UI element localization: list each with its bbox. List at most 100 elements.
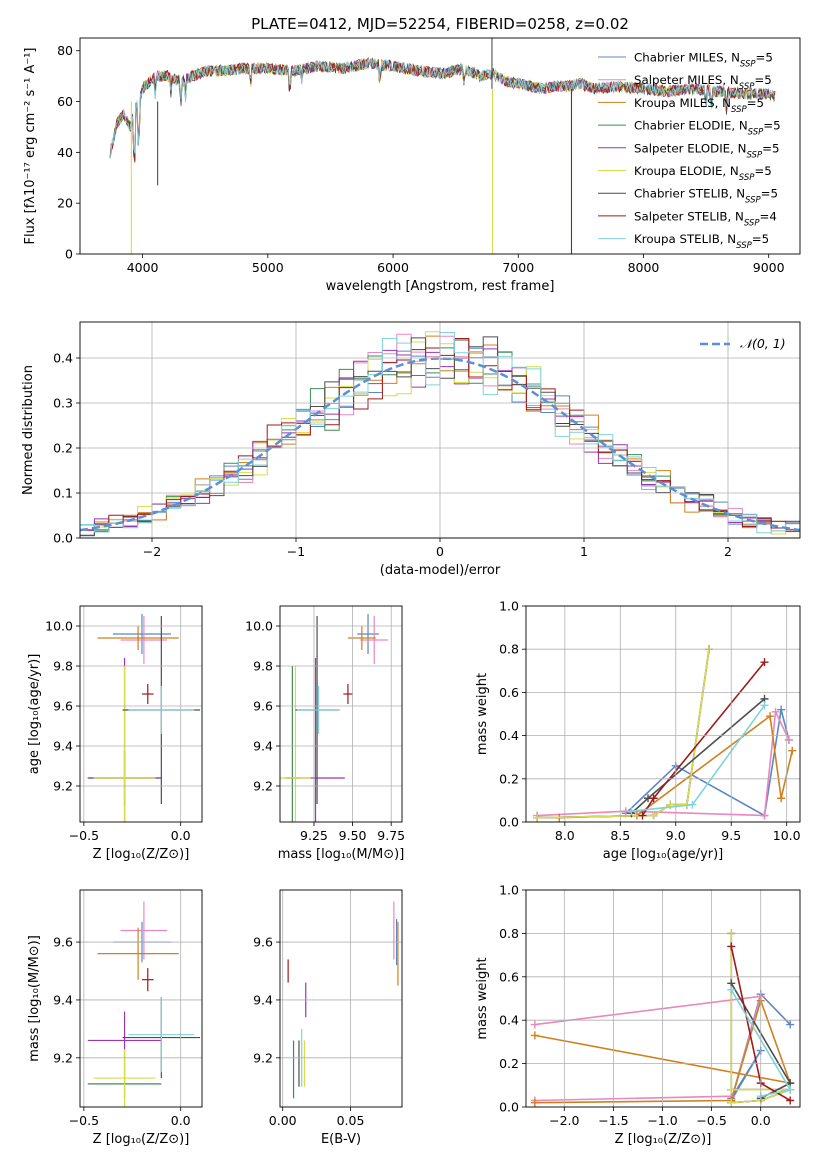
x-tick-label: −2.0 xyxy=(549,1113,579,1128)
y-axis-label: Flux [fλ10⁻¹⁷ erg cm⁻² s⁻¹ A⁻¹] xyxy=(23,48,38,245)
y-tick-label: 9.4 xyxy=(53,739,73,754)
x-axis-label: mass [log₁₀(M/M⊙)] xyxy=(278,847,405,862)
weight-point xyxy=(788,746,797,755)
y-tick-label: 80 xyxy=(57,43,73,58)
x-tick-label: 4000 xyxy=(127,260,159,275)
x-tick-label: 0.00 xyxy=(269,1113,297,1128)
y-tick-label: 0.8 xyxy=(499,926,519,941)
legend-label: Chabrier ELODIE, NSSP=5 xyxy=(634,119,781,138)
y-tick-label: 1.0 xyxy=(499,883,519,898)
x-tick-label: 9.5 xyxy=(721,828,741,843)
axes-frame xyxy=(525,889,801,1108)
x-tick-label: −0.5 xyxy=(69,828,99,843)
weight-point xyxy=(777,794,786,803)
x-tick-label: 1 xyxy=(580,544,588,559)
x-tick-label: 0.05 xyxy=(337,1113,365,1128)
axes-frame xyxy=(79,889,203,1108)
panel-weight_vs_age: 8.0 8.5 9.0 9.5 10.0 0.0 0.2 0.4 0.6 0.8 1.0 age [l… xyxy=(475,599,801,863)
y-tick-label: 0.0 xyxy=(499,1100,519,1115)
axes-frame xyxy=(79,605,203,823)
figure-title: PLATE=0412, MJD=52254, FIBERID=0258, z=0… xyxy=(251,15,629,33)
errorbar-kroupa-elodie xyxy=(93,666,156,822)
y-tick-label: 1.0 xyxy=(499,599,519,614)
x-axis-label: age [log₁₀(age/yr)] xyxy=(603,847,724,862)
panel-weight_vs_Z: −2.0 −1.5 −1.0 −0.5 0.0 0.0 0.2 0.4 0.6 0.8 1.0 Z [… xyxy=(475,883,801,1147)
x-tick-label: 9.25 xyxy=(300,828,328,843)
x-axis-label: (data-model)/error xyxy=(380,563,501,578)
y-axis-label: age [log₁₀(age/yr)] xyxy=(27,654,42,775)
y-tick-label: 0.2 xyxy=(53,441,73,456)
x-axis-label: E(B-V) xyxy=(321,1132,361,1147)
legend-label: Salpeter MILES, NSSP=5 xyxy=(634,73,772,92)
y-tick-label: 20 xyxy=(57,196,73,211)
x-tick-label: 9.75 xyxy=(377,828,405,843)
legend-label: Chabrier MILES, NSSP=5 xyxy=(634,51,773,70)
plot-area xyxy=(287,901,399,1099)
errorbar-kroupa-elodie xyxy=(280,666,311,822)
x-tick-label: 9.0 xyxy=(666,828,686,843)
y-tick-label: 9.2 xyxy=(53,1050,73,1065)
weight-series-salpeter-elodie xyxy=(533,645,714,822)
y-axis-label: mass weight xyxy=(475,673,490,755)
panel-spectrum: 4000 5000 6000 7000 8000 9000 0 20 40 60 80 wavelen… xyxy=(23,37,801,294)
weight-series-kroupa-stelib xyxy=(627,701,769,816)
panel-age_vs_Z: −0.5 0.0 9.2 9.4 9.6 9.8 10.0 Z [log₁₀(Z/Z⊙)] ag… xyxy=(27,605,203,862)
weight-series-chabrier-stelib xyxy=(627,694,769,818)
errorbar-kroupa-stelib xyxy=(128,686,195,734)
weight-point xyxy=(649,794,658,803)
weight-point xyxy=(638,811,647,820)
legend-label: Salpeter STELIB, NSSP=4 xyxy=(634,209,777,228)
y-tick-label: 10.0 xyxy=(45,619,73,634)
errorbar-salpeter-stelib xyxy=(141,968,154,992)
y-tick-label: 9.6 xyxy=(253,935,273,950)
x-tick-label: 8.0 xyxy=(555,828,575,843)
spectrum-line-kroupa-stelib xyxy=(109,57,776,159)
axes-frame xyxy=(279,889,403,1108)
y-axis-label: Normed distribution xyxy=(21,365,36,495)
errorbar-chabrier-miles xyxy=(357,614,379,654)
y-tick-label: 9.8 xyxy=(53,659,73,674)
x-tick-label: 0.0 xyxy=(171,1113,191,1128)
legend-label: Kroupa MILES, NSSP=5 xyxy=(634,96,764,115)
weight-series-kroupa-elodie xyxy=(533,645,714,822)
panel-age_vs_mass: 9.25 9.50 9.75 9.2 9.4 9.6 9.8 10.0 mass [log₁₀(… xyxy=(245,605,405,862)
x-tick-label: 7000 xyxy=(502,260,534,275)
x-tick-label: 8000 xyxy=(628,260,660,275)
y-tick-label: 0.4 xyxy=(499,1013,519,1028)
weight-point xyxy=(784,735,793,744)
y-tick-label: 9.2 xyxy=(253,1050,273,1065)
y-tick-label: 9.2 xyxy=(253,779,273,794)
x-tick-label: 2 xyxy=(724,544,732,559)
y-tick-label: 10.0 xyxy=(245,619,273,634)
x-tick-label: −1.0 xyxy=(647,1113,677,1128)
weight-point xyxy=(760,811,769,820)
weight-line xyxy=(537,708,790,817)
weight-point xyxy=(771,707,780,716)
y-tick-label: 0.4 xyxy=(53,351,73,366)
y-tick-label: 60 xyxy=(57,94,73,109)
plot-area xyxy=(87,614,201,822)
y-tick-label: 0.4 xyxy=(499,728,519,743)
plot-area xyxy=(280,614,389,822)
errorbar-kroupa-miles xyxy=(97,626,179,650)
errorbar-kroupa-miles xyxy=(97,927,179,980)
weight-point xyxy=(760,658,769,667)
y-tick-label: 9.6 xyxy=(253,699,273,714)
y-tick-label: 9.4 xyxy=(253,992,273,1007)
y-tick-label: 0.6 xyxy=(499,969,519,984)
weight-point xyxy=(533,813,542,822)
weight-series-salpeter-miles xyxy=(533,707,793,820)
weight-point xyxy=(727,985,736,994)
y-tick-label: 40 xyxy=(57,145,73,160)
legend-label: Kroupa ELODIE, NSSP=5 xyxy=(634,164,772,183)
x-tick-label: 10.0 xyxy=(773,828,801,843)
y-tick-label: 0 xyxy=(65,247,73,262)
y-tick-label: 0.3 xyxy=(53,396,73,411)
weight-point xyxy=(688,800,697,809)
plot-area xyxy=(109,38,776,254)
x-axis-label: Z [log₁₀(Z/Z⊙)] xyxy=(93,847,190,862)
errorbar-kroupa-stelib xyxy=(296,686,341,734)
axes-frame xyxy=(79,37,801,255)
weight-point xyxy=(530,1031,539,1040)
